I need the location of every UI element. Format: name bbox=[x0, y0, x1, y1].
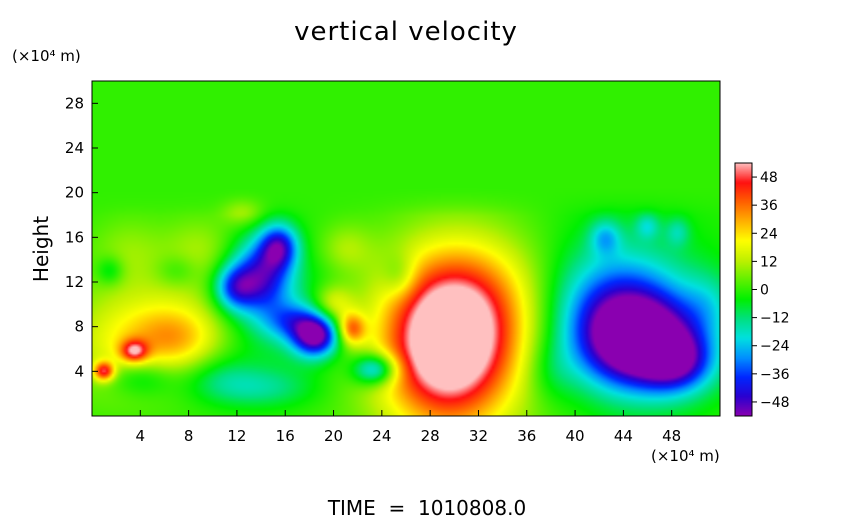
plot-area bbox=[91, 80, 721, 417]
colorbar-tick-label: −24 bbox=[760, 339, 790, 355]
x-tick-label: 24 bbox=[372, 427, 391, 445]
colorbar-tick-label: 36 bbox=[760, 198, 778, 214]
y-tick-label: 12 bbox=[65, 273, 84, 291]
x-tick-label: 48 bbox=[662, 427, 681, 445]
x-tick-label: 16 bbox=[276, 427, 295, 445]
colorbar-gradient bbox=[735, 163, 752, 416]
colorbar-tick-label: 12 bbox=[760, 254, 778, 270]
y-tick-label: 20 bbox=[65, 184, 84, 202]
x-tick-label: 32 bbox=[469, 427, 488, 445]
y-tick-label: 28 bbox=[65, 94, 84, 112]
colorbar-tick-label: −12 bbox=[760, 311, 790, 327]
y-tick-label: 24 bbox=[65, 139, 84, 157]
x-tick-label: 20 bbox=[324, 427, 343, 445]
x-tick-label: 28 bbox=[421, 427, 440, 445]
colorbar-tick-label: −48 bbox=[760, 395, 790, 411]
colorbar-tick-label: 48 bbox=[760, 170, 778, 186]
y-tick-label: 16 bbox=[65, 228, 84, 246]
colorbar-ticks: 48 36 24 12 0 −12 −24 −36 −48 bbox=[752, 170, 790, 411]
colorbar-tick-label: 0 bbox=[760, 283, 769, 299]
heatmap-image bbox=[92, 81, 720, 416]
colorbar-tick-label: −36 bbox=[760, 367, 790, 383]
colorbar-tick-label: 24 bbox=[760, 226, 778, 242]
x-axis-ticks: 4 8 12 16 20 24 28 32 36 40 44 48 bbox=[136, 410, 681, 445]
x-tick-label: 4 bbox=[136, 427, 146, 445]
y-tick-label: 8 bbox=[74, 318, 84, 336]
y-axis-label: Height bbox=[29, 216, 53, 282]
y-tick-label: 4 bbox=[74, 362, 84, 380]
x-tick-label: 36 bbox=[517, 427, 536, 445]
x-tick-label: 8 bbox=[184, 427, 194, 445]
x-tick-label: 12 bbox=[227, 427, 246, 445]
colorbar: 48 36 24 12 0 −12 −24 −36 −48 bbox=[734, 162, 790, 417]
time-footer: TIME = 1010808.0 bbox=[327, 496, 526, 519]
x-tick-label: 40 bbox=[566, 427, 585, 445]
x-tick-label: 44 bbox=[614, 427, 633, 445]
plot-frame bbox=[91, 80, 721, 417]
y-axis-unit: (×10⁴ m) bbox=[12, 47, 81, 65]
y-axis-ticks: 4 8 12 16 20 24 28 bbox=[65, 94, 98, 380]
x-axis-unit: (×10⁴ m) bbox=[651, 447, 720, 465]
chart-title: vertical velocity bbox=[294, 17, 518, 47]
